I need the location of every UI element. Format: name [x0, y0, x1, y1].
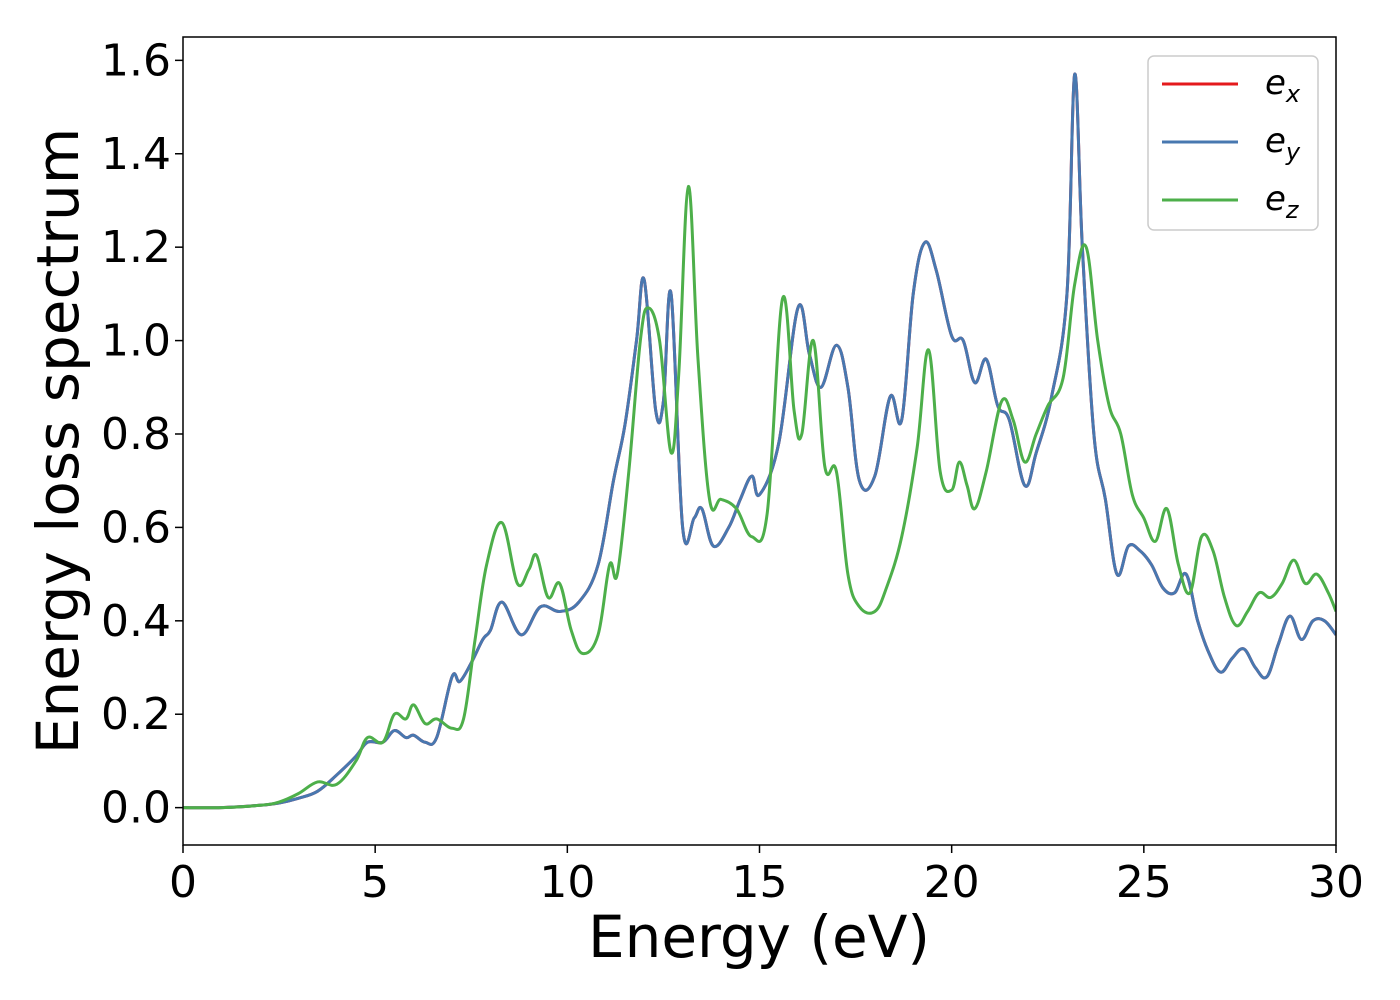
series-line-z — [183, 184, 1336, 810]
x-tick-label: 30 — [1308, 857, 1364, 908]
x-axis-ticks: 0 5 10 15 20 25 30 — [169, 845, 1364, 908]
x-axis-label: Energy (eV) — [588, 903, 930, 971]
y-tick-label: 1.6 — [101, 35, 171, 86]
y-tick-label: 0.4 — [101, 596, 171, 647]
y-tick-label: 0.2 — [101, 689, 171, 740]
y-axis-ticks: 0.0 0.2 0.4 0.6 0.8 1.0 1.2 1.4 1.6 — [101, 35, 183, 834]
legend-label-y: ey — [1265, 121, 1301, 166]
y-tick-label: 0.0 — [101, 783, 171, 834]
x-tick-label: 15 — [732, 857, 788, 908]
legend: ex ey ez — [1147, 55, 1319, 231]
x-tick-label: 0 — [169, 857, 197, 908]
x-tick-label: 20 — [924, 857, 980, 908]
y-tick-label: 0.8 — [101, 409, 171, 460]
y-axis-label: Energy loss spectrum — [24, 128, 92, 754]
series-layer — [183, 72, 1336, 810]
x-tick-label: 25 — [1116, 857, 1172, 908]
legend-label-z: ez — [1265, 179, 1300, 224]
y-tick-label: 1.0 — [101, 316, 171, 367]
x-tick-label: 10 — [539, 857, 595, 908]
y-tick-label: 1.2 — [101, 222, 171, 273]
x-tick-label: 5 — [361, 857, 389, 908]
y-tick-label: 1.4 — [101, 129, 171, 180]
legend-label-x: ex — [1265, 63, 1301, 108]
y-tick-label: 0.6 — [101, 502, 171, 553]
